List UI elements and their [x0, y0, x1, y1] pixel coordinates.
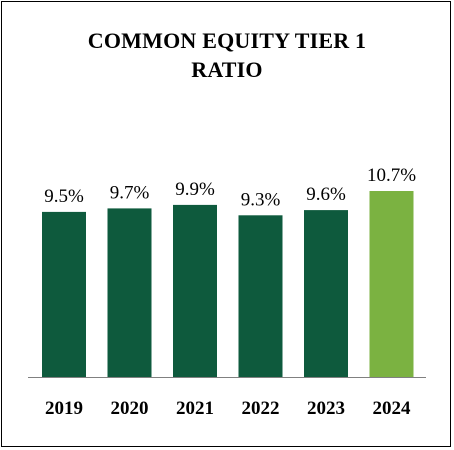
x-tick-label-2024: 2024 [373, 398, 412, 419]
chart-title-line-2: RATIO [191, 57, 263, 82]
data-label-2023: 9.6% [306, 184, 346, 205]
bar-2024 [369, 191, 414, 377]
chart-title-line-1: COMMON EQUITY TIER 1 [87, 28, 367, 53]
data-label-2024: 10.7% [367, 165, 416, 186]
x-tick-label-2020: 2020 [111, 398, 149, 419]
chart-title: COMMON EQUITY TIER 1 RATIO [0, 26, 454, 84]
x-tick-label-2023: 2023 [307, 398, 345, 419]
bar-2020 [107, 208, 152, 377]
x-tick-label-2021: 2021 [176, 398, 214, 419]
x-tick-label-2019: 2019 [45, 398, 83, 419]
data-label-2020: 9.7% [110, 182, 150, 203]
data-label-2022: 9.3% [241, 189, 281, 210]
bar-2022 [238, 215, 283, 377]
bar-2021 [173, 204, 217, 377]
bar-2023 [304, 210, 348, 377]
data-label-2021: 9.9% [175, 179, 215, 200]
x-tick-label-2022: 2022 [242, 398, 280, 419]
bar-2019 [42, 211, 86, 377]
data-label-2019: 9.5% [44, 186, 84, 207]
